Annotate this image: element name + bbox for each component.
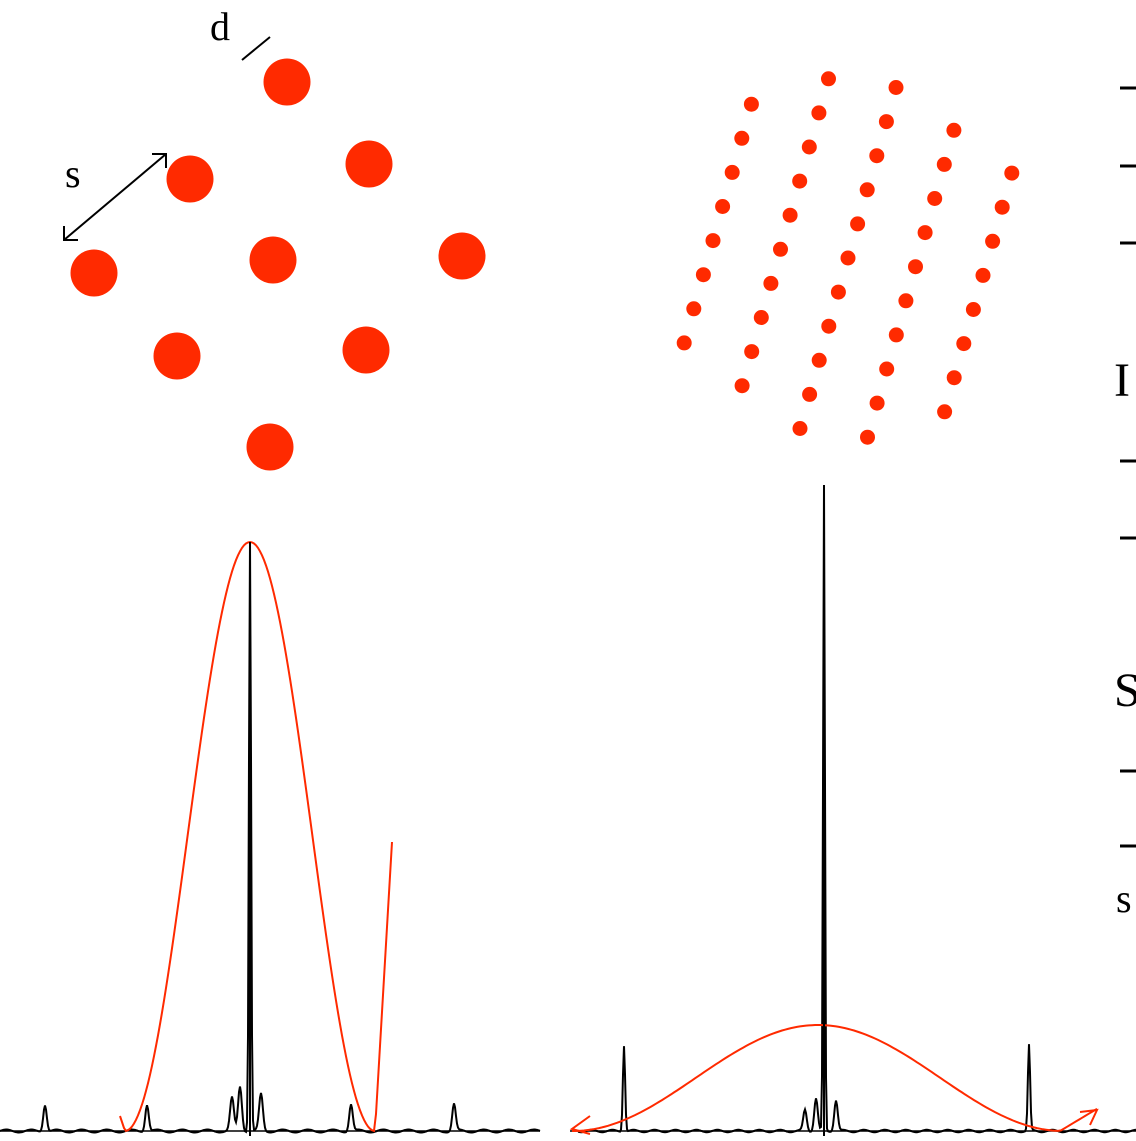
aperture-dot xyxy=(695,267,711,283)
spacing-arrow xyxy=(63,153,167,241)
aperture-dot xyxy=(724,164,740,180)
aperture-dot xyxy=(946,370,962,386)
aperture-dot xyxy=(888,327,904,343)
aperture-dot xyxy=(734,130,750,146)
aperture-dot xyxy=(345,140,393,188)
right-envelope-curve xyxy=(572,1024,1098,1132)
aperture-dot xyxy=(908,259,923,275)
aperture-dot xyxy=(888,80,904,95)
aperture-dot xyxy=(840,250,856,266)
cropped-letter: s xyxy=(1116,876,1132,921)
cropped-letter: I xyxy=(1114,354,1130,407)
aperture-dot xyxy=(946,122,962,138)
aperture-dot xyxy=(744,344,760,360)
right-psf-curve xyxy=(577,484,1136,1134)
dense-aperture-array xyxy=(676,71,1020,445)
aperture-dot xyxy=(965,302,981,317)
aperture-dot xyxy=(246,423,294,471)
aperture-dot xyxy=(734,378,750,394)
aperture-dot xyxy=(1004,165,1020,181)
aperture-dot xyxy=(802,386,818,402)
cropped-bullet-list: I S s xyxy=(1114,86,1136,921)
aperture-dot xyxy=(937,404,953,420)
aperture-dot xyxy=(936,156,952,172)
aperture-dot xyxy=(869,148,885,164)
aperture-dot xyxy=(830,284,846,300)
aperture-dot xyxy=(676,335,692,351)
aperture-dot xyxy=(898,293,914,309)
sparse-aperture-array xyxy=(70,58,486,471)
aperture-dot xyxy=(927,191,943,206)
aperture-dot xyxy=(917,225,933,241)
aperture-dot xyxy=(859,182,875,198)
aperture-dot xyxy=(715,199,731,214)
aperture-dot xyxy=(782,207,798,223)
aperture-dot xyxy=(869,395,885,411)
aperture-dot xyxy=(792,421,808,436)
diameter-tick xyxy=(241,36,271,61)
left-envelope-curve xyxy=(119,540,393,1133)
aperture-dot xyxy=(153,332,201,380)
aperture-dot xyxy=(975,267,991,283)
left-psf-curve xyxy=(0,542,541,1134)
left-psf-plot xyxy=(0,540,541,1136)
aperture-dot xyxy=(811,105,827,121)
aperture-dot xyxy=(263,58,311,106)
aperture-dot xyxy=(686,301,702,317)
aperture-dot xyxy=(166,155,214,203)
aperture-dot xyxy=(985,233,1001,249)
aperture-dot xyxy=(850,216,866,232)
aperture-dot xyxy=(743,96,759,112)
aperture-dot xyxy=(70,249,118,297)
label-d: d xyxy=(210,4,230,49)
aperture-dot xyxy=(811,352,827,368)
label-s: s xyxy=(65,151,81,196)
cropped-letter: S xyxy=(1114,664,1136,717)
envelope-arrowheads xyxy=(569,1108,1099,1135)
aperture-dot xyxy=(792,173,808,189)
aperture-dot xyxy=(753,310,769,325)
aperture-dot xyxy=(801,139,817,155)
aperture-dot xyxy=(705,233,721,249)
aperture-dot xyxy=(879,361,895,377)
aperture-dot xyxy=(956,336,972,352)
aperture-dot xyxy=(438,232,486,280)
aperture-dot xyxy=(878,114,894,130)
aperture-dot xyxy=(763,275,779,291)
right-psf-plot xyxy=(569,484,1136,1136)
aperture-dot xyxy=(249,236,297,284)
aperture-dot xyxy=(994,199,1010,215)
aperture-dot xyxy=(821,318,837,334)
aperture-dot xyxy=(821,71,836,87)
aperture-dot xyxy=(342,326,390,374)
aperture-dot xyxy=(773,241,788,257)
aperture-dot xyxy=(860,429,875,445)
